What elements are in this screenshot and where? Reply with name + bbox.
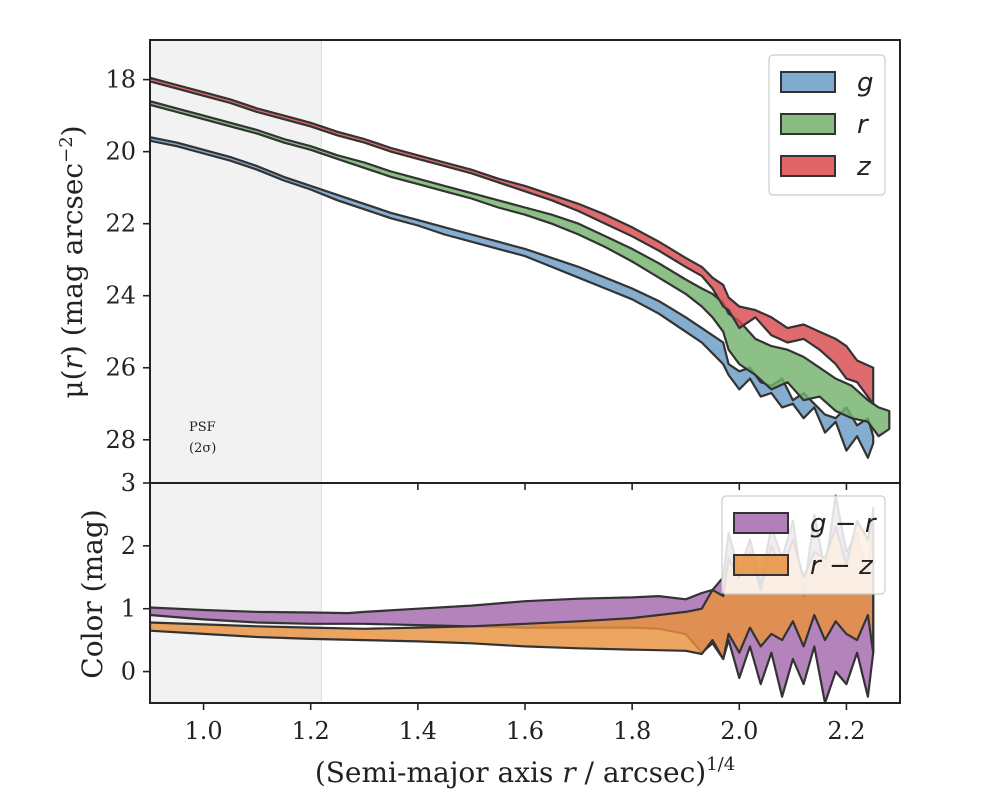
top-y-axis-label-exp: −2 xyxy=(56,136,77,163)
psf-label-line2: (2σ) xyxy=(189,441,216,456)
top-y-tick-label: 28 xyxy=(105,426,136,454)
top-legend-swatch xyxy=(780,71,836,93)
top-legend-label: r xyxy=(857,110,870,140)
bottom-legend: g − r r − z xyxy=(721,495,886,595)
x-axis-label-suffix: / arcsec) xyxy=(576,756,707,789)
bottom-legend-label: g − r xyxy=(810,509,878,539)
bottom-y-tick-label: 0 xyxy=(121,658,136,686)
bottom-y-tick-label: 2 xyxy=(121,532,136,560)
bottom-x-tick-label: 1.8 xyxy=(613,717,651,745)
bottom-psf-shade xyxy=(150,483,322,703)
top-psf-shade xyxy=(150,40,322,483)
top-y-tick-label: 18 xyxy=(105,66,136,94)
top-y-axis-label: μ(r) (mag arcsec−2) xyxy=(56,125,89,398)
color-panel: 0 1 2 3 1.0 1.2 1.4 1.6 1.8 2.0 2.2 g − r r − z xyxy=(121,469,901,745)
top-y-axis-label-r: r xyxy=(56,354,89,369)
bottom-legend-swatch xyxy=(733,554,789,576)
bottom-x-tick-label: 1.4 xyxy=(399,717,437,745)
top-legend-swatch xyxy=(780,155,836,177)
bottom-legend-label: r − z xyxy=(810,551,874,581)
bottom-legend-swatch xyxy=(733,512,789,534)
top-y-tick-label: 24 xyxy=(105,282,136,310)
bottom-y-tick-label: 3 xyxy=(121,469,136,497)
top-band-g-0 xyxy=(150,136,875,459)
x-axis-label-exp: 1/4 xyxy=(706,754,735,775)
top-y-axis-label-close: ) xyxy=(56,125,89,136)
top-band-z-2 xyxy=(150,76,875,405)
top-y-tick-label: 26 xyxy=(105,354,136,382)
bottom-y-tick-label: 1 xyxy=(121,595,136,623)
bottom-x-tick-label: 1.0 xyxy=(184,717,222,745)
top-band-r-1 xyxy=(150,100,891,438)
top-y-axis-label-suffix: ) (mag arcsec xyxy=(56,163,89,356)
top-y-tick-label: 20 xyxy=(105,138,136,166)
bottom-x-tick-label: 2.0 xyxy=(720,717,758,745)
top-legend-label: z xyxy=(856,152,872,182)
top-legend: grz xyxy=(768,54,886,196)
top-y-axis-label-prefix: μ( xyxy=(56,369,89,398)
bottom-y-axis-label: Color (mag) xyxy=(76,509,109,678)
top-y-tick-label: 22 xyxy=(105,210,136,238)
psf-label-line1: PSF xyxy=(189,420,216,435)
x-axis-label-prefix: (Semi-major axis xyxy=(315,756,562,789)
x-axis-label: (Semi-major axis r / arcsec)1/4 xyxy=(315,754,735,789)
top-legend-swatch xyxy=(780,113,836,135)
bottom-band-rz-1 xyxy=(150,513,875,661)
x-axis-label-r: r xyxy=(562,756,577,789)
top-legend-label: g xyxy=(857,68,874,98)
bottom-x-tick-label: 1.2 xyxy=(292,717,330,745)
bottom-x-tick-label: 1.6 xyxy=(506,717,544,745)
bottom-x-tick-label: 2.2 xyxy=(827,717,865,745)
